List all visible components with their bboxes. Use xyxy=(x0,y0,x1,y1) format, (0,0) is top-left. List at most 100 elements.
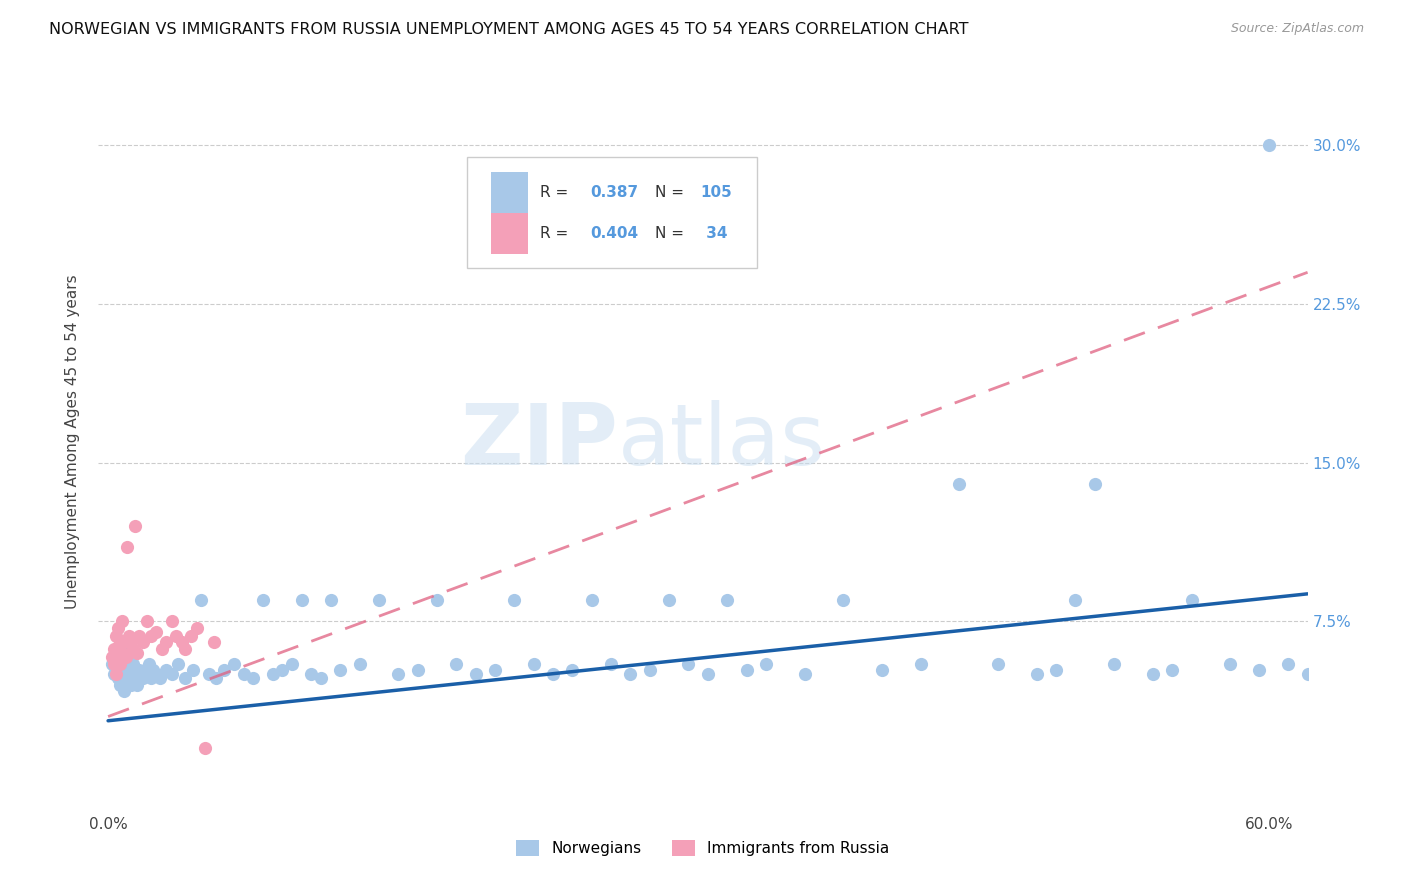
Point xyxy=(262,667,284,681)
Point xyxy=(108,657,131,671)
Point xyxy=(120,663,142,677)
Point xyxy=(111,646,134,660)
FancyBboxPatch shape xyxy=(467,156,758,268)
Text: 34: 34 xyxy=(700,226,727,241)
Text: 0.387: 0.387 xyxy=(591,186,638,201)
Text: N =: N = xyxy=(655,226,689,241)
Point xyxy=(135,615,157,629)
Point xyxy=(117,541,139,555)
Point xyxy=(103,641,125,656)
Point xyxy=(1180,593,1202,607)
Point xyxy=(128,629,150,643)
Bar xyxy=(492,172,527,213)
Point xyxy=(1025,667,1047,681)
Point xyxy=(145,624,167,639)
Point xyxy=(155,663,177,677)
Point xyxy=(174,672,197,686)
Point xyxy=(145,667,167,681)
Point xyxy=(329,663,352,677)
Point xyxy=(349,657,371,671)
Point xyxy=(160,615,183,629)
Point xyxy=(128,663,150,677)
Point xyxy=(127,646,149,660)
Point xyxy=(212,663,235,677)
Point xyxy=(204,635,226,649)
Point xyxy=(108,635,131,649)
Point xyxy=(503,593,526,607)
Point xyxy=(142,663,165,677)
Point xyxy=(1161,663,1184,677)
Point xyxy=(319,593,342,607)
Text: 0.404: 0.404 xyxy=(591,226,638,241)
Point xyxy=(112,667,135,681)
Point xyxy=(111,646,134,660)
Bar xyxy=(492,213,527,253)
Point xyxy=(112,684,135,698)
Legend: Norwegians, Immigrants from Russia: Norwegians, Immigrants from Russia xyxy=(516,840,890,856)
Point xyxy=(132,672,155,686)
Point xyxy=(135,667,157,681)
Point xyxy=(678,657,700,671)
Point xyxy=(107,641,129,656)
Point xyxy=(101,650,124,665)
Point xyxy=(150,641,173,656)
Point xyxy=(103,667,125,681)
Point xyxy=(197,667,219,681)
Point xyxy=(1142,667,1164,681)
Point xyxy=(114,650,136,665)
Text: NORWEGIAN VS IMMIGRANTS FROM RUSSIA UNEMPLOYMENT AMONG AGES 45 TO 54 YEARS CORRE: NORWEGIAN VS IMMIGRANTS FROM RUSSIA UNEM… xyxy=(49,22,969,37)
Point xyxy=(281,657,304,671)
Point xyxy=(1257,138,1279,153)
Point xyxy=(166,657,188,671)
Point xyxy=(111,672,134,686)
Point xyxy=(108,678,131,692)
Point xyxy=(112,635,135,649)
Point xyxy=(638,663,661,677)
Point xyxy=(1296,667,1319,681)
Point xyxy=(114,678,136,692)
Point xyxy=(149,672,172,686)
Point xyxy=(134,663,156,677)
Text: 105: 105 xyxy=(700,186,733,201)
Point xyxy=(122,657,145,671)
Point xyxy=(120,678,142,692)
Point xyxy=(170,635,193,649)
Point xyxy=(104,667,127,681)
Point xyxy=(696,667,718,681)
Point xyxy=(118,629,141,643)
Point xyxy=(112,657,135,671)
Point xyxy=(114,663,136,677)
Point xyxy=(120,635,142,649)
Point xyxy=(755,657,778,671)
Point xyxy=(242,672,264,686)
Point xyxy=(129,667,152,681)
Point xyxy=(181,663,204,677)
Point xyxy=(107,657,129,671)
Point xyxy=(111,615,134,629)
Text: atlas: atlas xyxy=(619,400,827,483)
Point xyxy=(194,741,217,756)
Point xyxy=(1084,476,1107,491)
Point xyxy=(139,629,162,643)
Point xyxy=(107,646,129,660)
Point xyxy=(426,593,449,607)
Point xyxy=(619,667,641,681)
Point xyxy=(541,667,564,681)
Point xyxy=(252,593,274,607)
Point xyxy=(464,667,486,681)
Point xyxy=(658,593,681,607)
Point xyxy=(138,657,160,671)
Point xyxy=(160,667,183,681)
Point xyxy=(107,621,129,635)
Point xyxy=(271,663,294,677)
Point xyxy=(104,646,127,660)
Point xyxy=(111,657,134,671)
Point xyxy=(735,663,758,677)
Point xyxy=(1064,593,1087,607)
Point xyxy=(127,678,149,692)
Point xyxy=(127,667,149,681)
Point xyxy=(132,635,155,649)
Point xyxy=(232,667,254,681)
Point xyxy=(1219,657,1241,671)
Point xyxy=(122,667,145,681)
